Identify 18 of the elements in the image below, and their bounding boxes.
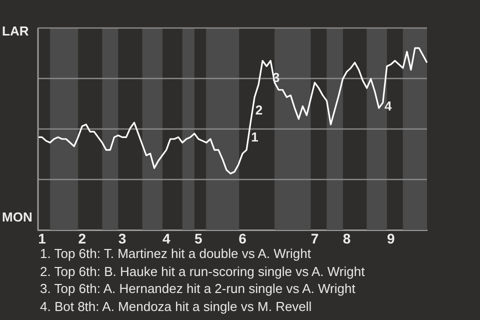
text: 4. Bot 8th: A. Mendoza hit a single vs M. Revell xyxy=(40,298,313,315)
text: 1. Top 6th: T. Martinez hit a double vs A. Wright xyxy=(40,245,312,262)
annotation: 2 xyxy=(255,102,263,118)
x-tick-label: 4 xyxy=(162,230,170,246)
annotation: 4 xyxy=(384,98,392,114)
text: MON xyxy=(2,209,32,224)
x-tick-label: 6 xyxy=(238,230,247,246)
x-tick-label: 7 xyxy=(310,230,319,246)
x-tick-label: 8 xyxy=(342,230,351,246)
x-tick-label: 9 xyxy=(387,230,396,246)
text: 3. Top 6th: A. Hernandez hit a 2-run single vs A. Wright xyxy=(40,280,356,298)
x-tick-label: 3 xyxy=(118,230,126,246)
text: 2. Top 6th: B. Hauke hit a run-scoring single vs A. Wright xyxy=(40,262,365,280)
x-tick-label: 1 xyxy=(38,230,46,246)
x-tick-label: 2 xyxy=(78,230,86,246)
annotation: 1 xyxy=(251,130,258,145)
text: LAR xyxy=(2,24,30,39)
x-tick-label: 5 xyxy=(194,230,203,246)
